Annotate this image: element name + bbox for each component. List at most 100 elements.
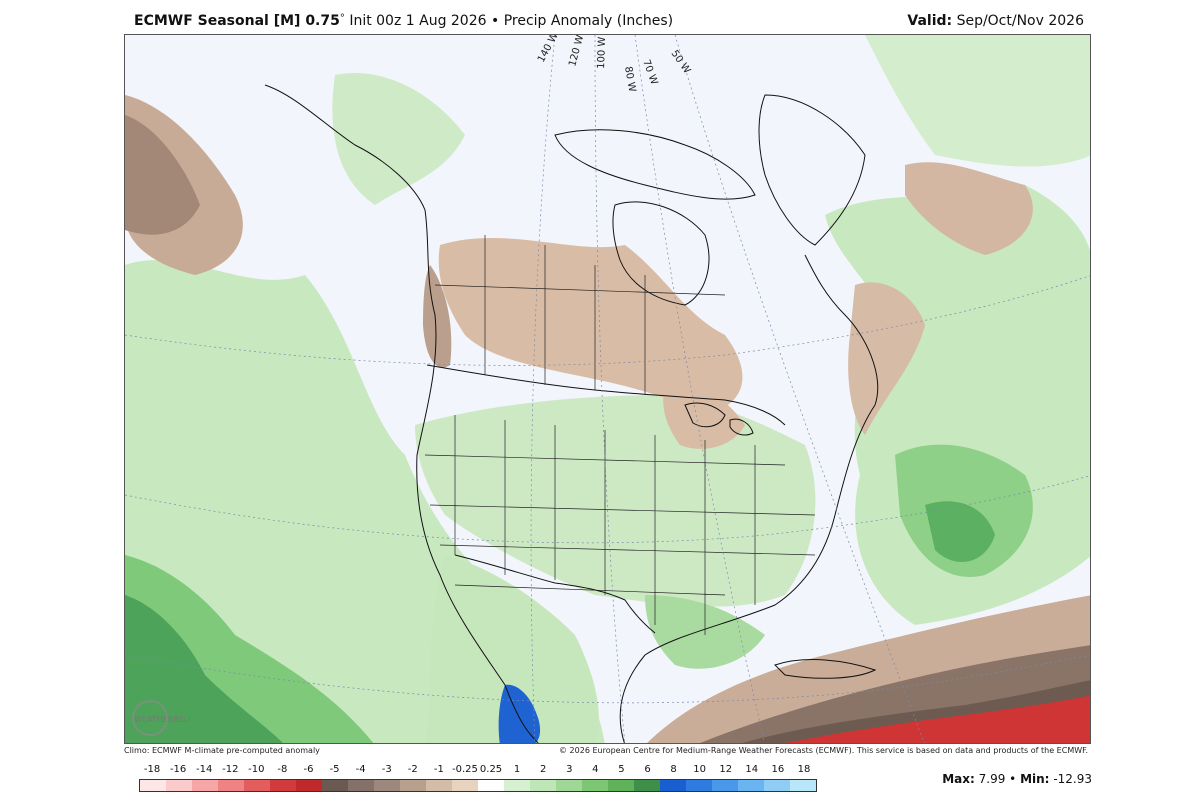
colorbar-segment <box>374 780 400 791</box>
state-boundaries <box>424 235 816 635</box>
colorbar-tick-label: 0.25 <box>479 764 503 775</box>
colorbar-segment <box>478 780 504 791</box>
arctic-islands-outline <box>554 129 756 200</box>
canada-dry-region <box>438 237 743 415</box>
south-atlantic-extreme-dry-region <box>785 695 1090 743</box>
north-atlantic-wet-region <box>865 35 1090 167</box>
us-mexico-border <box>454 554 656 634</box>
min-value: -12.93 <box>1053 772 1092 786</box>
west-pacific-drier-region <box>125 115 200 235</box>
max-min-stats: Max: 7.99 • Min: -12.93 <box>942 772 1092 786</box>
weatherbell-logo: WEATHERBELL <box>130 698 193 742</box>
colorbar-segment <box>192 780 218 791</box>
product-name: Precip Anomaly (Inches) <box>503 13 674 29</box>
colorbar-labels: -18 -16 -14 -12 -10 -8 -6 -5 -4 -3 -2 -1 -0.25 0.25 1 2… <box>139 764 817 778</box>
graticule <box>125 35 1090 743</box>
state-lines <box>424 415 816 635</box>
colorbar-segment <box>504 780 530 791</box>
colorbar-segment <box>634 780 660 791</box>
colorbar-segment <box>608 780 634 791</box>
north-america-outline <box>264 84 879 743</box>
colorbar-tick-label: -18 <box>143 764 161 775</box>
colorbar-tick-label: -6 <box>303 764 314 775</box>
colorbar-segment <box>400 780 426 791</box>
colorbar-segment <box>686 780 712 791</box>
coastlines <box>264 84 879 743</box>
colorbar-tick-label: 3 <box>566 764 573 775</box>
colorbar-segment <box>270 780 296 791</box>
colorbar-segment <box>582 780 608 791</box>
colorbar-segment <box>322 780 348 791</box>
colorbar-segment <box>712 780 738 791</box>
colorbar-segment <box>530 780 556 791</box>
logo-text: WEATHERBELL <box>134 715 190 724</box>
colorbar-tick-label: -10 <box>248 764 265 775</box>
colorbar-tick-label: -14 <box>196 764 213 775</box>
valid-value: Sep/Oct/Nov 2026 <box>956 13 1084 29</box>
colorbar-segment <box>140 780 166 791</box>
colorbar-segment <box>790 780 816 791</box>
init-time: Init 00z 1 Aug 2026 <box>349 13 487 29</box>
colorbar-segment <box>244 780 270 791</box>
colorbar-tick-label: 16 <box>771 764 785 775</box>
colorbar-tick-label: 14 <box>745 764 759 775</box>
anomaly-map: 140 W 120 W 100 W 80 W 70 W 50 W <box>124 34 1091 744</box>
colorbar-segment <box>296 780 322 791</box>
greenland-outline <box>758 94 866 246</box>
colorbar-tick-label: 10 <box>693 764 707 775</box>
copyright-credit: © 2026 European Centre for Medium-Range … <box>559 746 1088 755</box>
colorbar-segment <box>660 780 686 791</box>
colorbar-tick-label: -5 <box>329 764 340 775</box>
colorbar-tick-label: 5 <box>618 764 625 775</box>
valid-period: Valid: Sep/Oct/Nov 2026 <box>907 13 1084 29</box>
great-lakes-dry-region <box>663 384 745 449</box>
colorbar-tick-label: 8 <box>670 764 677 775</box>
colorbar-tick-label: -1 <box>433 764 444 775</box>
pacific-wettest-region <box>125 595 283 743</box>
max-label: Max: <box>942 772 975 786</box>
colorbar-tick-label: -3 <box>381 764 392 775</box>
min-label: Min: <box>1020 772 1050 786</box>
map-title: ECMWF Seasonal [M] 0.75° Init 00z 1 Aug … <box>134 13 673 29</box>
colorbar-tick-label: -8 <box>277 764 288 775</box>
colorbar-segment <box>166 780 192 791</box>
graticule-lines <box>125 35 1090 743</box>
colorbar-tick-label: 1 <box>513 764 521 775</box>
max-value: 7.99 <box>978 772 1006 786</box>
colorbar-segment <box>556 780 582 791</box>
colorbar-segment <box>348 780 374 791</box>
us-canada-border <box>426 364 786 426</box>
great-lakes-outline <box>684 402 754 436</box>
colorbar-tick-label: -4 <box>355 764 366 775</box>
colorbar-tick-label: 2 <box>540 764 547 775</box>
colorbar-segment <box>764 780 790 791</box>
colorbar <box>139 779 817 792</box>
colorbar-tick-label: -16 <box>169 764 187 775</box>
stats-separator: • <box>1009 772 1017 786</box>
lon-label-100w: 100 W <box>596 36 608 69</box>
colorbar-tick-label: 4 <box>592 764 599 775</box>
colorbar-tick-label: 6 <box>644 764 651 775</box>
colorbar-tick-label: -2 <box>407 764 418 775</box>
us-wet-region <box>415 395 816 607</box>
colorbar-tick-label: 18 <box>797 764 811 775</box>
cuba-outline <box>774 659 877 679</box>
hudson-bay-outline <box>612 201 710 306</box>
logo-mark: WEATHERBELL <box>132 700 193 736</box>
model-name: ECMWF Seasonal [M] 0.75 <box>134 13 340 29</box>
map-canvas: 140 W 120 W 100 W 80 W 70 W 50 W <box>125 35 1090 743</box>
colorbar-tick-label: 12 <box>719 764 733 775</box>
alaska-wet-region <box>332 73 465 205</box>
extreme-wet-region <box>498 684 541 743</box>
lon-label-80w: 80 W <box>622 66 637 93</box>
colorbar-segment <box>738 780 764 791</box>
degree-symbol: ° <box>339 13 345 24</box>
mexico-wet-region <box>425 555 599 743</box>
climo-credit: Climo: ECMWF M-climate pre-computed anom… <box>124 746 320 755</box>
north-atlantic-dry-region <box>905 162 1033 255</box>
title-bullet: • <box>490 13 500 29</box>
colorbar-tick-label: -0.25 <box>452 764 478 775</box>
colorbar-segment <box>452 780 478 791</box>
province-lines <box>434 235 726 395</box>
colorbar-segment <box>426 780 452 791</box>
